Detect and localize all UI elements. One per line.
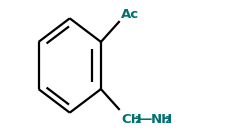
Text: Ac: Ac	[121, 8, 139, 21]
Text: 2: 2	[164, 116, 170, 125]
Text: —: —	[138, 113, 151, 126]
Text: CH: CH	[121, 113, 142, 126]
Text: 2: 2	[134, 116, 140, 125]
Text: NH: NH	[151, 113, 173, 126]
